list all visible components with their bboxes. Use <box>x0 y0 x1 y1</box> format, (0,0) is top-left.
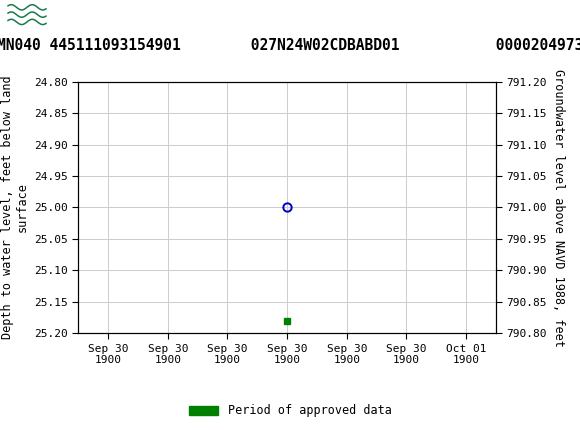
Text: MN040 445111093154901        027N24W02CDBABD01           0000204973: MN040 445111093154901 027N24W02CDBABD01 … <box>0 38 580 53</box>
Bar <box>6 2 48 27</box>
Text: USGS: USGS <box>54 5 118 25</box>
Legend: Period of approved data: Period of approved data <box>184 399 396 422</box>
Y-axis label: Groundwater level above NAVD 1988, feet: Groundwater level above NAVD 1988, feet <box>552 68 566 347</box>
Y-axis label: Depth to water level, feet below land
surface: Depth to water level, feet below land su… <box>1 76 28 339</box>
